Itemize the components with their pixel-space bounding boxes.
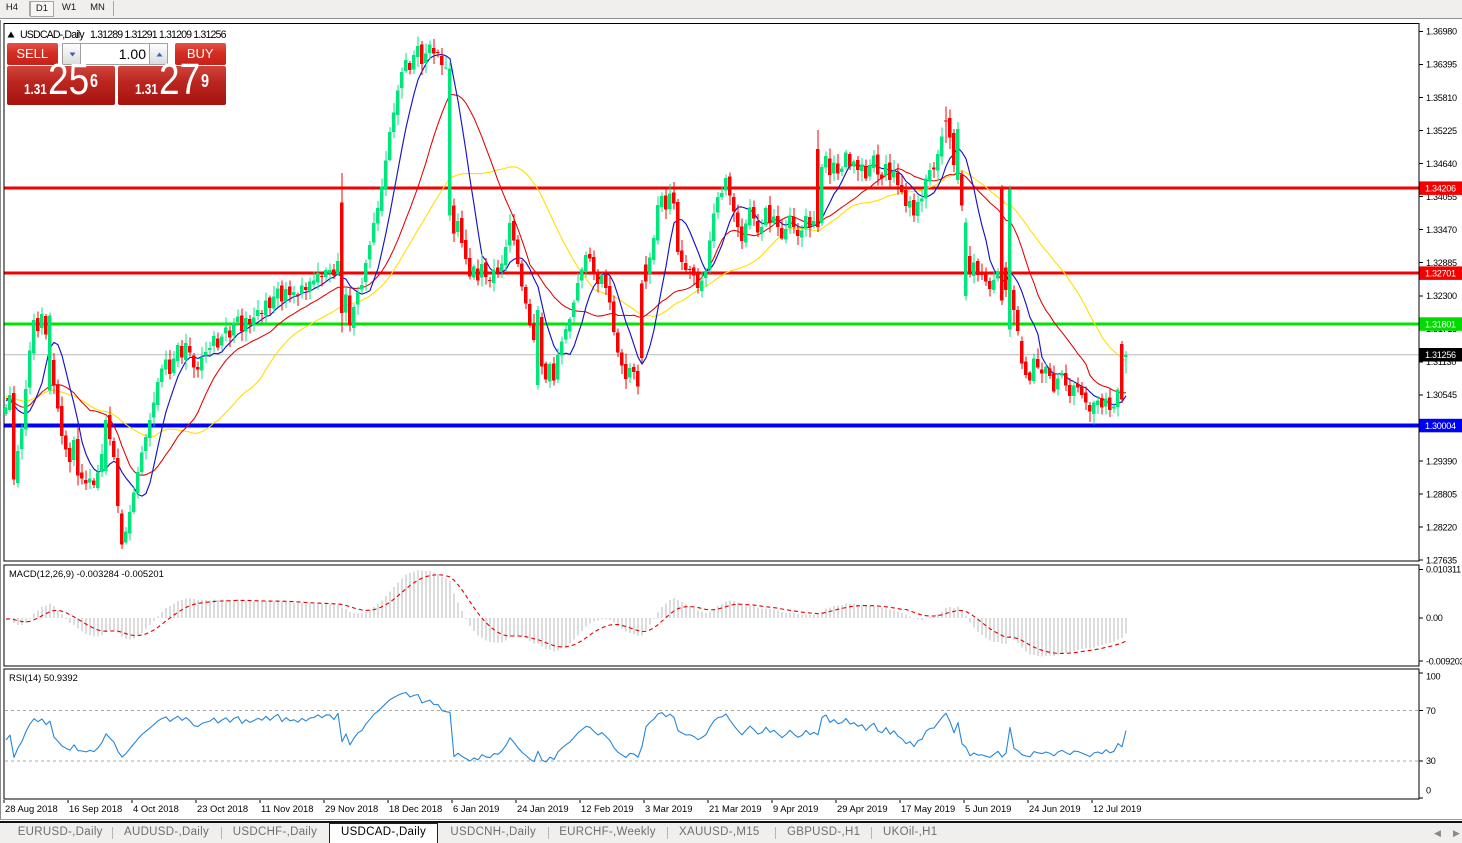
svg-text:0.00: 0.00 <box>1426 613 1443 623</box>
svg-text:USDCAD-,Daily 1.31289 1.3129: USDCAD-,Daily 1.31289 1.31291 1.31209 1.… <box>20 29 227 41</box>
svg-text:1.31801: 1.31801 <box>1425 319 1456 329</box>
svg-text:1.36980: 1.36980 <box>1426 27 1457 37</box>
svg-text:70: 70 <box>1426 706 1436 716</box>
svg-text:1.32885: 1.32885 <box>1426 258 1457 268</box>
svg-text:100: 100 <box>1426 672 1441 682</box>
svg-text:1.29390: 1.29390 <box>1426 456 1457 466</box>
svg-text:6 Jan 2019: 6 Jan 2019 <box>453 803 499 814</box>
svg-text:1.32701: 1.32701 <box>1425 269 1456 279</box>
svg-text:1.34640: 1.34640 <box>1426 159 1457 169</box>
svg-text:5 Jun 2019: 5 Jun 2019 <box>965 803 1011 814</box>
svg-text:1.35225: 1.35225 <box>1426 126 1457 136</box>
svg-text:11 Nov 2018: 11 Nov 2018 <box>261 803 313 814</box>
svg-text:MACD(12,26,9) -0.003284 -0.005: MACD(12,26,9) -0.003284 -0.005201 <box>9 568 164 579</box>
svg-text:1.33470: 1.33470 <box>1426 225 1457 235</box>
svg-text:1.31256: 1.31256 <box>1425 350 1456 360</box>
svg-text:30: 30 <box>1426 756 1436 766</box>
svg-text:24 Jun 2019: 24 Jun 2019 <box>1029 803 1081 814</box>
svg-text:0: 0 <box>1426 786 1431 796</box>
svg-text:1.30545: 1.30545 <box>1426 390 1457 400</box>
svg-text:1.34055: 1.34055 <box>1426 192 1457 202</box>
svg-text:23 Oct 2018: 23 Oct 2018 <box>197 803 248 814</box>
svg-text:12 Feb 2019: 12 Feb 2019 <box>581 803 634 814</box>
svg-text:1.34206: 1.34206 <box>1425 184 1456 194</box>
svg-text:12 Jul 2019: 12 Jul 2019 <box>1093 803 1141 814</box>
svg-text:17 May 2019: 17 May 2019 <box>901 803 955 814</box>
svg-text:1.36395: 1.36395 <box>1426 60 1457 70</box>
svg-text:RSI(14) 50.9392: RSI(14) 50.9392 <box>9 672 78 683</box>
svg-text:24 Jan 2019: 24 Jan 2019 <box>517 803 569 814</box>
svg-text:28 Aug 2018: 28 Aug 2018 <box>5 803 58 814</box>
svg-text:29 Nov 2018: 29 Nov 2018 <box>325 803 378 814</box>
svg-text:4 Oct 2018: 4 Oct 2018 <box>133 803 179 814</box>
svg-text:1.28805: 1.28805 <box>1426 489 1457 499</box>
svg-text:1.28220: 1.28220 <box>1426 522 1457 532</box>
svg-text:21 Mar 2019: 21 Mar 2019 <box>709 803 762 814</box>
svg-text:9 Apr 2019: 9 Apr 2019 <box>773 803 818 814</box>
svg-text:1.30004: 1.30004 <box>1425 421 1456 431</box>
svg-text:18 Dec 2018: 18 Dec 2018 <box>389 803 442 814</box>
svg-text:16 Sep 2018: 16 Sep 2018 <box>69 803 122 814</box>
svg-text:1.27635: 1.27635 <box>1426 556 1457 566</box>
svg-text:1.35810: 1.35810 <box>1426 93 1457 103</box>
svg-text:0.010311: 0.010311 <box>1426 565 1461 575</box>
svg-text:1.32300: 1.32300 <box>1426 291 1457 301</box>
svg-text:-0.009203: -0.009203 <box>1426 657 1462 667</box>
svg-text:3 Mar 2019: 3 Mar 2019 <box>645 803 692 814</box>
svg-text:1.31130: 1.31130 <box>1426 357 1456 367</box>
svg-text:29 Apr 2019: 29 Apr 2019 <box>837 803 888 814</box>
